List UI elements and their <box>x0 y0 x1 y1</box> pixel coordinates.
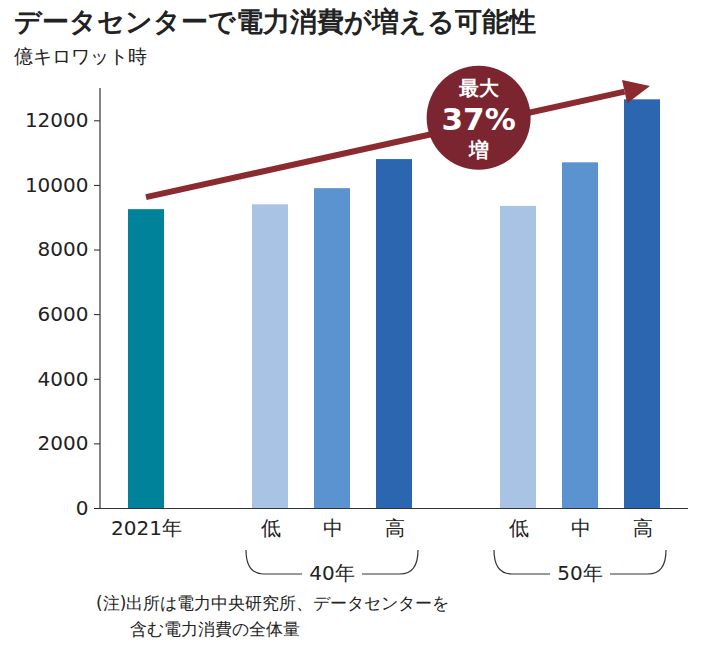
svg-text:中: 中 <box>323 516 343 540</box>
svg-text:6000: 6000 <box>38 302 89 326</box>
svg-text:最大: 最大 <box>458 76 500 100</box>
svg-text:低: 低 <box>261 516 281 540</box>
svg-text:37%: 37% <box>442 101 516 137</box>
html-text:(注)出所は電力中央研究所、データセンターを: (注)出所は電力中央研究所、データセンターを <box>96 593 450 613</box>
svg-text:8000: 8000 <box>38 237 89 261</box>
svg-text:中: 中 <box>571 516 591 540</box>
svg-text:高: 高 <box>633 516 653 540</box>
svg-text:増: 増 <box>468 138 489 162</box>
svg-text:4000: 4000 <box>38 367 89 391</box>
svg-text:2000: 2000 <box>38 431 89 455</box>
svg-text:0: 0 <box>76 496 89 520</box>
html-text:含む電力消費の全体量: 含む電力消費の全体量 <box>130 619 300 639</box>
svg-text:低: 低 <box>509 516 529 540</box>
svg-text:2021年: 2021年 <box>111 516 182 540</box>
svg-text:40年: 40年 <box>309 561 354 585</box>
svg-text:10000: 10000 <box>25 173 89 197</box>
svg-text:50年: 50年 <box>557 561 602 585</box>
html-text:データセンターで電力消費が増える可能性: データセンターで電力消費が増える可能性 <box>14 6 536 37</box>
svg-text:12000: 12000 <box>25 108 89 132</box>
svg-text:高: 高 <box>385 516 405 540</box>
html-text:億キロワット時: 億キロワット時 <box>14 45 147 67</box>
